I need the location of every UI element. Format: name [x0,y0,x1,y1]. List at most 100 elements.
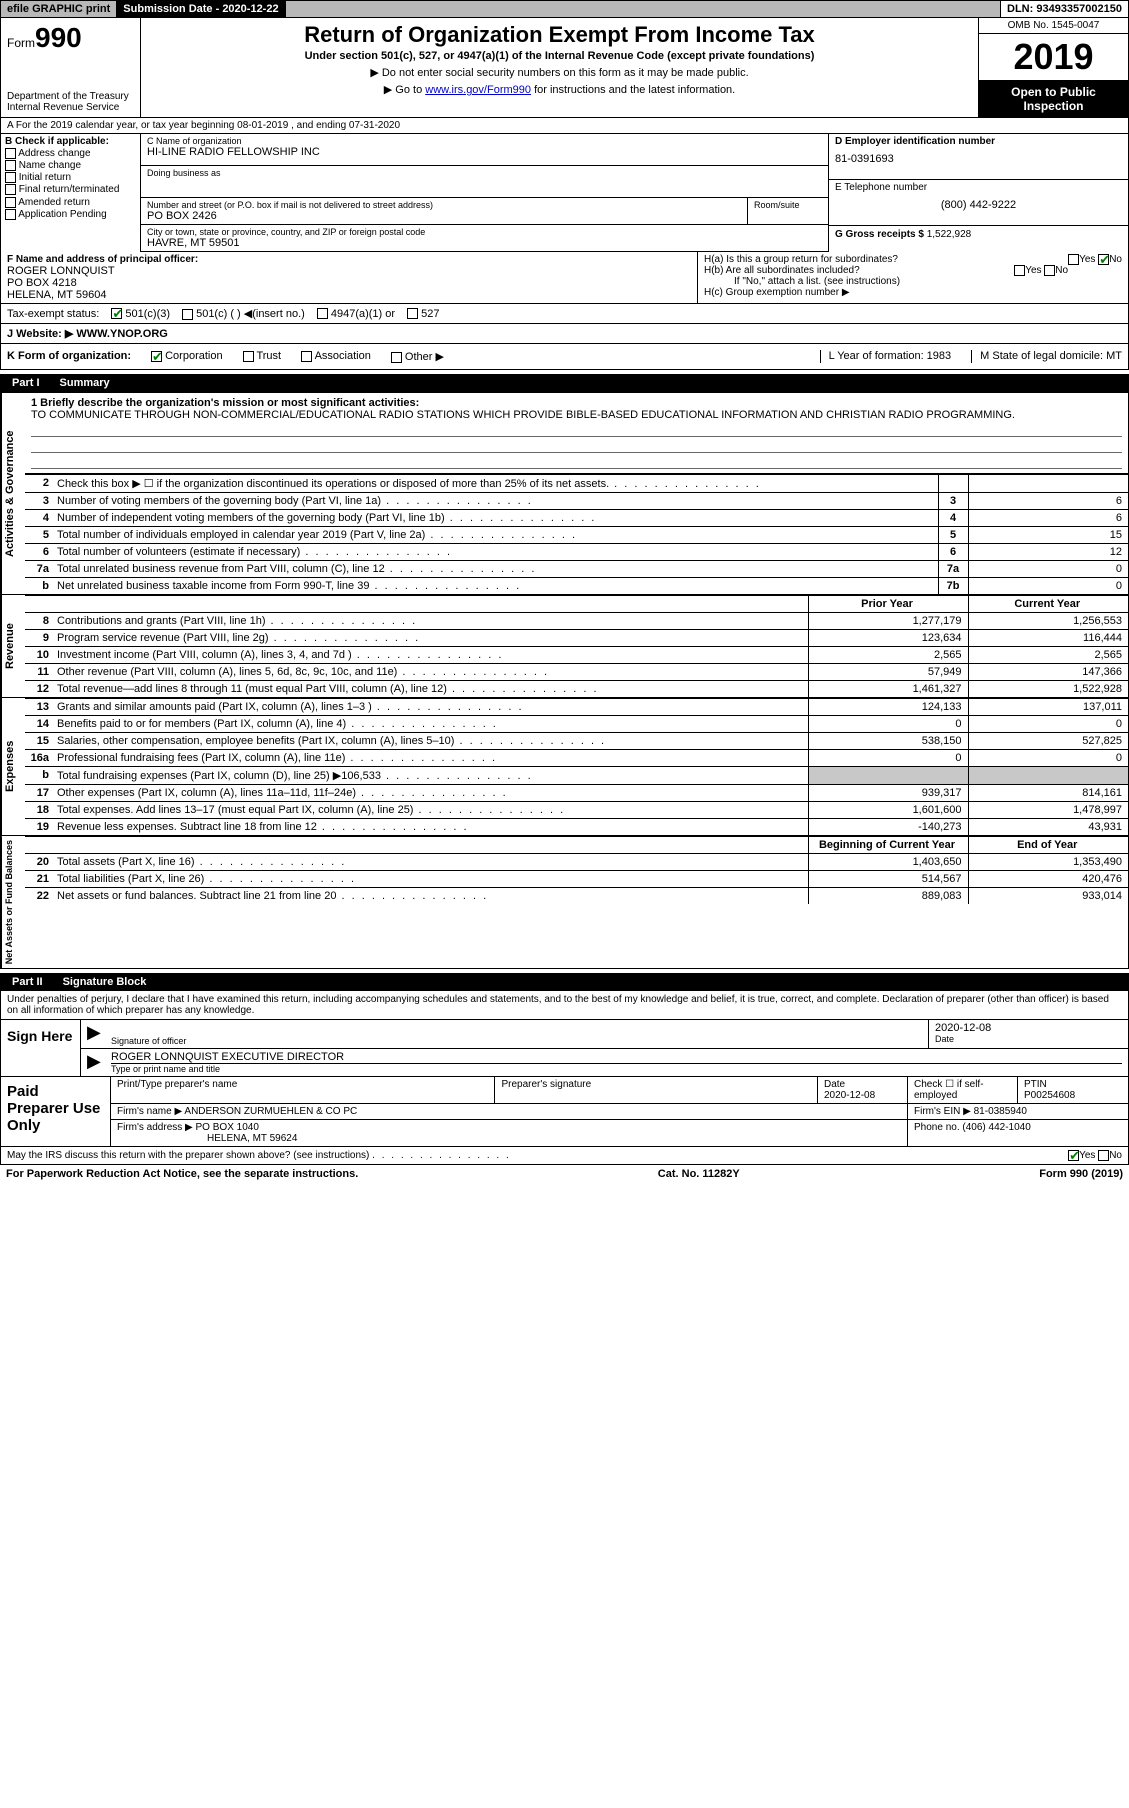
part2-header: Part II Signature Block [0,973,1129,991]
chk-pending[interactable]: Application Pending [5,209,136,220]
form-prefix: Form [7,36,35,50]
efile-label: efile GRAPHIC print [1,1,117,17]
year-formation: L Year of formation: 1983 [820,350,952,363]
city: HAVRE, MT 59501 [147,237,822,249]
arrow-icon: ▶ [81,1020,105,1048]
revenue-table: Prior YearCurrent Year8Contributions and… [25,595,1128,697]
chk-address-change[interactable]: Address change [5,148,136,159]
officer-addr1: PO BOX 4218 [7,277,691,289]
arrow-icon-2: ▶ [81,1049,105,1076]
chk-name-change[interactable]: Name change [5,160,136,171]
part2-tab: Part II [0,973,55,991]
part1-tab: Part I [0,374,52,392]
table-header: Prior YearCurrent Year [25,596,1128,613]
officer-name: ROGER LONNQUIST [7,265,691,277]
status-label: Tax-exempt status: [7,308,99,320]
chk-527[interactable]: 527 [407,308,439,320]
firm-ein-label: Firm's EIN ▶ [914,1106,971,1117]
table-row: 15Salaries, other compensation, employee… [25,733,1128,750]
tel: (800) 442-9222 [835,199,1122,211]
ein-label: D Employer identification number [835,136,1122,147]
sig-date: 2020-12-08 [935,1022,1122,1034]
date-label: Date [935,1034,1122,1044]
chk-501c[interactable]: 501(c) ( ) ◀(insert no.) [182,307,305,320]
street-label: Number and street (or P.O. box if mail i… [147,200,741,210]
revenue-section: Revenue Prior YearCurrent Year8Contribut… [0,595,1129,698]
firm-label: Firm's name ▶ [117,1106,182,1117]
paperwork: For Paperwork Reduction Act Notice, see … [6,1168,358,1180]
table-row: 21Total liabilities (Part X, line 26)514… [25,871,1128,888]
firm-addr2: HELENA, MT 59624 [117,1133,297,1144]
table-row: 6Total number of volunteers (estimate if… [25,544,1128,561]
col-c-org: C Name of organization HI-LINE RADIO FEL… [141,134,828,252]
h-a: H(a) Is this a group return for subordin… [704,254,898,265]
officer-sig-label: Signature of officer [111,1036,922,1046]
chk-initial[interactable]: Initial return [5,172,136,183]
opt-4947: 4947(a)(1) or [331,308,395,320]
h-c: H(c) Group exemption number ▶ [704,287,1122,298]
chk-corp[interactable]: Corporation [151,350,223,363]
table-row: 3Number of voting members of the governi… [25,493,1128,510]
chk-other[interactable]: Other ▶ [391,350,444,363]
table-row: 9Program service revenue (Part VIII, lin… [25,630,1128,647]
h-b-note: If "No," attach a list. (see instruction… [704,276,1122,287]
chk-discuss-yes[interactable] [1068,1150,1079,1161]
mission-block: 1 Briefly describe the organization's mi… [25,393,1128,474]
ein: 81-0391693 [835,153,1122,165]
yes2: Yes [1025,265,1041,276]
footer-bottom: For Paperwork Reduction Act Notice, see … [0,1165,1129,1183]
form-title: Return of Organization Exempt From Incom… [149,22,970,48]
opt-corp: Corporation [165,350,222,362]
submission-date[interactable]: Submission Date - 2020-12-22 [117,1,285,17]
yes1: Yes [1079,254,1095,265]
state-domicile: M State of legal domicile: MT [971,350,1122,363]
gross-val: 1,522,928 [927,229,972,240]
vlabel-revenue: Revenue [1,595,25,697]
room-label: Room/suite [754,200,822,210]
governance-table: 2Check this box ▶ ☐ if the organization … [25,474,1128,594]
irs-link[interactable]: www.irs.gov/Form990 [425,84,531,96]
form-header: Form990 Department of the Treasury Inter… [0,18,1129,118]
city-label: City or town, state or province, country… [147,227,822,237]
instructions-link-row: ▶ Go to www.irs.gov/Form990 for instruct… [149,83,970,96]
dba-label: Doing business as [147,168,822,178]
prep-date: 2020-12-08 [824,1090,875,1101]
tax-year: 2019 [979,34,1128,81]
firm-addr-label: Firm's address ▶ [117,1122,193,1133]
officer-typed: ROGER LONNQUIST EXECUTIVE DIRECTOR [111,1051,1122,1063]
table-row: 16aProfessional fundraising fees (Part I… [25,750,1128,767]
c-name-label: C Name of organization [147,136,822,146]
table-row: bTotal fundraising expenses (Part IX, co… [25,767,1128,785]
part1-header: Part I Summary [0,374,1129,392]
k-label: K Form of organization: [7,350,131,363]
topbar-spacer [286,1,1001,17]
chk-final[interactable]: Final return/terminated [5,184,136,195]
opt-address: Address change [18,148,90,159]
table-row: 18Total expenses. Add lines 13–17 (must … [25,802,1128,819]
firm-addr1: PO BOX 1040 [196,1122,259,1133]
website: WWW.YNOP.ORG [76,328,167,340]
no2: No [1055,265,1068,276]
chk-amended[interactable]: Amended return [5,197,136,208]
discuss-yes: Yes [1079,1150,1095,1161]
ssn-warning: ▶ Do not enter social security numbers o… [149,66,970,79]
table-row: 5Total number of individuals employed in… [25,527,1128,544]
k-row: K Form of organization: Corporation Trus… [0,344,1129,370]
chk-discuss-no[interactable] [1098,1150,1109,1161]
form-ref: Form 990 (2019) [1039,1168,1123,1180]
ptin: P00254608 [1024,1090,1075,1101]
table-row: 17Other expenses (Part IX, column (A), l… [25,785,1128,802]
goto-pre: ▶ Go to [384,84,425,96]
chk-501c3[interactable]: 501(c)(3) [111,308,170,320]
chk-trust[interactable]: Trust [243,350,282,363]
opt-assoc: Association [315,350,371,362]
opt-name: Name change [19,160,81,171]
chk-4947[interactable]: 4947(a)(1) or [317,308,395,320]
paid-preparer-label: Paid Preparer Use Only [1,1077,111,1146]
footer-discuss: May the IRS discuss this return with the… [0,1147,1129,1165]
f-label: F Name and address of principal officer: [7,254,691,265]
vlabel-governance: Activities & Governance [1,393,25,594]
cat-no: Cat. No. 11282Y [658,1168,740,1180]
chk-assoc[interactable]: Association [301,350,371,363]
table-row: 14Benefits paid to or for members (Part … [25,716,1128,733]
